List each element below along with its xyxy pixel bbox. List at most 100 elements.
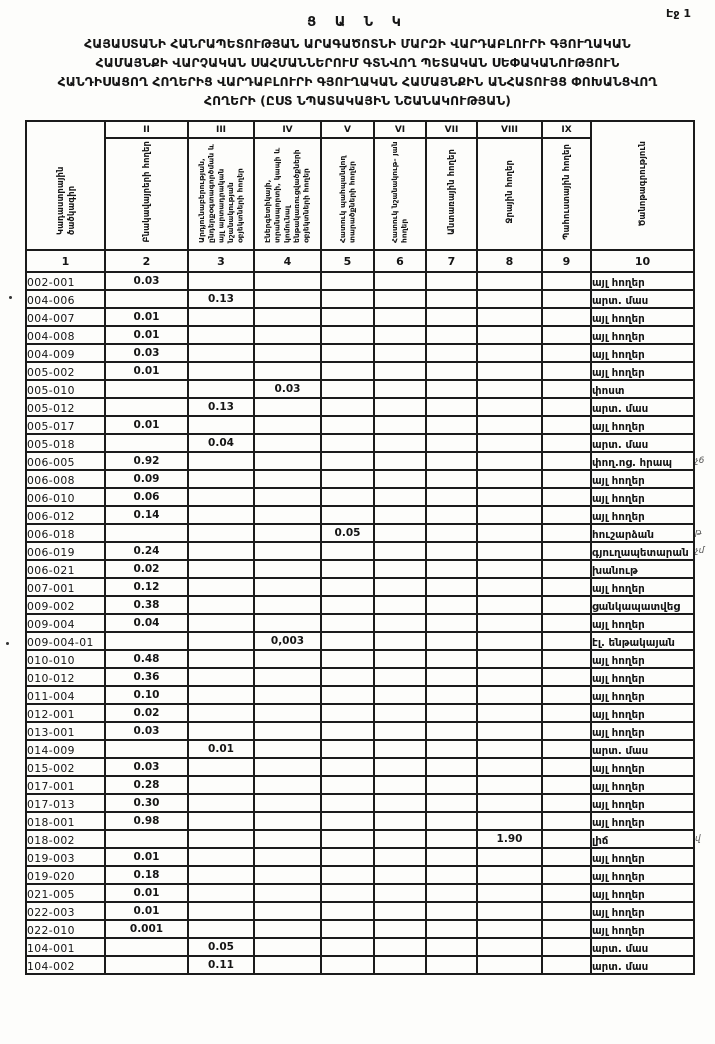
cell-pencil-mark bbox=[694, 866, 715, 884]
cell-value bbox=[253, 289, 322, 309]
cell-value bbox=[373, 631, 427, 651]
cell-value: 0.24 bbox=[104, 541, 189, 561]
cell-value bbox=[541, 289, 592, 309]
title-line-3: ՀԱՆԴԻՍԱՑՈՂ ՀՈՂԵՐԻՑ ՎԱՐԴԱԲԼՈՒՐԻ ԳՅՈՒՂԱԿԱՆ… bbox=[57, 75, 658, 89]
cell-value bbox=[476, 397, 543, 417]
cell-value bbox=[253, 595, 322, 615]
cell-value bbox=[253, 775, 322, 795]
cell-value bbox=[373, 523, 427, 543]
cell-value bbox=[187, 343, 255, 363]
cell-value bbox=[187, 631, 255, 651]
cell-value bbox=[476, 487, 543, 507]
cell-value bbox=[320, 325, 375, 345]
cell-value bbox=[425, 847, 478, 867]
table-row: 013-001 0.03 այլ հողեր bbox=[25, 721, 715, 741]
cell-value bbox=[476, 937, 543, 957]
cell-value bbox=[425, 811, 478, 831]
cell-value bbox=[425, 937, 478, 957]
cell-value bbox=[476, 847, 543, 867]
cell-value bbox=[253, 559, 322, 579]
table-row: 018-002 1.90 լիճ վ bbox=[25, 829, 715, 849]
cell-value bbox=[425, 595, 478, 615]
cell-value bbox=[541, 901, 592, 921]
cell-value: 0.03 bbox=[104, 721, 189, 741]
cell-value bbox=[541, 325, 592, 345]
cell-value bbox=[541, 577, 592, 597]
cell-note: այլ հողեր bbox=[590, 901, 695, 921]
cell-value bbox=[425, 469, 478, 489]
cell-value bbox=[253, 829, 322, 849]
cell-value bbox=[373, 325, 427, 345]
cell-pencil-mark bbox=[694, 326, 715, 344]
cell-value: 0.001 bbox=[104, 919, 189, 939]
cell-value bbox=[425, 541, 478, 561]
cell-note: այլ հողեր bbox=[590, 865, 695, 885]
cell-note: այլ հողեր bbox=[590, 307, 695, 327]
cell-value bbox=[425, 361, 478, 381]
cell-value bbox=[187, 721, 255, 741]
cell-value: 0.01 bbox=[104, 307, 189, 327]
cell-value bbox=[425, 451, 478, 471]
cell-note: արտ. մաս bbox=[590, 433, 695, 453]
cell-value bbox=[373, 397, 427, 417]
cell-value bbox=[320, 433, 375, 453]
cell-cadastral-code: 014-009 bbox=[25, 739, 106, 759]
header-reserve-lands: Պահուստային հողեր bbox=[541, 137, 592, 251]
cell-value bbox=[373, 595, 427, 615]
cell-value bbox=[541, 937, 592, 957]
cell-pencil-mark bbox=[694, 956, 715, 974]
table-row: 010-012 0.36 այլ հողեր bbox=[25, 667, 715, 687]
cell-value bbox=[253, 343, 322, 363]
cell-value: 0.01 bbox=[104, 847, 189, 867]
cell-note: այլ հողեր bbox=[590, 685, 695, 705]
cell-value bbox=[253, 919, 322, 939]
cell-value bbox=[187, 505, 255, 525]
roman-numeral-VII: VII bbox=[425, 120, 478, 139]
table-header: Կադաստրային ծածկագիր II III IV V VI VII … bbox=[25, 120, 715, 273]
cell-value bbox=[373, 541, 427, 561]
cell-value: 0.28 bbox=[104, 775, 189, 795]
document-title-block: Ց Ա Ն Կ ՀԱՅԱՍՏԱՆԻ ՀԱՆՐԱՊԵՏՈՒԹՅԱՆ ԱՐԱԳԱԾՈ… bbox=[0, 0, 715, 111]
cell-note: արտ. մաս bbox=[590, 937, 695, 957]
page-number: Էջ 1 bbox=[666, 7, 691, 20]
cell-value bbox=[373, 919, 427, 939]
cell-value bbox=[476, 325, 543, 345]
cell-value bbox=[541, 631, 592, 651]
cell-value bbox=[476, 271, 543, 291]
cell-value bbox=[320, 901, 375, 921]
cell-cadastral-code: 002-001 bbox=[25, 271, 106, 291]
cell-value bbox=[373, 613, 427, 633]
cell-pencil-mark bbox=[694, 686, 715, 704]
cell-note: ցանկապատվեց bbox=[590, 595, 695, 615]
cell-value bbox=[320, 685, 375, 705]
column-number-10: 10 bbox=[590, 249, 695, 273]
column-number-8: 8 bbox=[476, 249, 543, 273]
cell-value: 0.02 bbox=[104, 559, 189, 579]
cell-value bbox=[320, 451, 375, 471]
cell-value bbox=[253, 721, 322, 741]
header-forest-lands: Անտառային հողեր bbox=[425, 137, 478, 251]
cell-value bbox=[187, 577, 255, 597]
cell-value bbox=[476, 307, 543, 327]
table-row: 004-009 0.03 այլ հողեր bbox=[25, 343, 715, 363]
table-row: 005-010 0.03 փոստ bbox=[25, 379, 715, 399]
cell-note: այլ հողեր bbox=[590, 613, 695, 633]
cell-value bbox=[253, 523, 322, 543]
table-row: 006-019 0.24 գյուղապետարան չմ bbox=[25, 541, 715, 561]
cell-note: այլ հողեր bbox=[590, 343, 695, 363]
cell-value bbox=[320, 775, 375, 795]
roman-numeral-row: Կադաստրային ծածկագիր II III IV V VI VII … bbox=[25, 120, 715, 251]
cell-value bbox=[541, 721, 592, 741]
cell-pencil-mark: չմ bbox=[695, 546, 705, 556]
cell-value bbox=[425, 919, 478, 939]
cell-value bbox=[187, 541, 255, 561]
cell-value bbox=[104, 379, 189, 399]
cell-value bbox=[425, 325, 478, 345]
table-row: 012-001 0.02 այլ հողեր bbox=[25, 703, 715, 723]
cell-value bbox=[373, 289, 427, 309]
cell-value bbox=[253, 433, 322, 453]
cell-value bbox=[425, 631, 478, 651]
cell-cadastral-code: 006-012 bbox=[25, 505, 106, 525]
cell-value bbox=[104, 937, 189, 957]
cell-value bbox=[373, 559, 427, 579]
